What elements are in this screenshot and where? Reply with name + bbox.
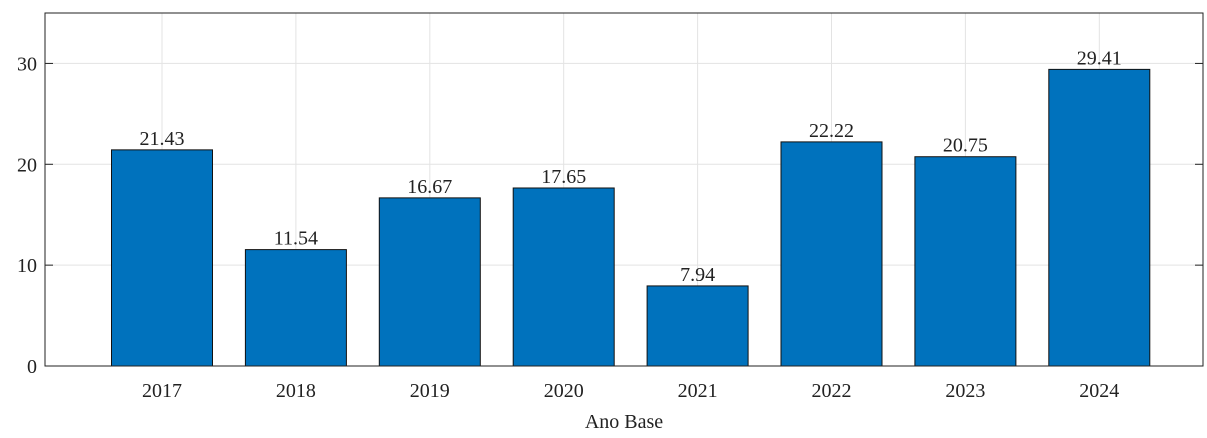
bar (1048, 68, 1151, 367)
value-label: 21.43 (140, 128, 185, 150)
x-tick-label: 2024 (1079, 380, 1119, 402)
bar (111, 149, 213, 367)
value-label: 16.67 (407, 176, 452, 198)
value-label: 17.65 (541, 166, 586, 188)
x-tick-label: 2021 (678, 380, 718, 402)
bar (512, 187, 615, 367)
bar (244, 249, 347, 367)
y-tick-label: 10 (17, 255, 37, 277)
bar (914, 156, 1017, 367)
value-label: 11.54 (274, 228, 318, 250)
x-tick-label: 2018 (276, 380, 316, 402)
x-tick-label: 2023 (945, 380, 985, 402)
value-label: 20.75 (943, 135, 988, 157)
x-tick-label: 2017 (142, 380, 182, 402)
plot-frame (44, 12, 1204, 367)
y-tick-label: 30 (17, 53, 37, 75)
bar (780, 141, 883, 367)
x-tick-label: 2022 (812, 380, 852, 402)
value-label: 7.94 (680, 264, 715, 286)
x-axis-label: Ano Base (585, 411, 663, 433)
y-tick-label: 20 (17, 154, 37, 176)
x-tick-label: 2019 (410, 380, 450, 402)
value-label: 29.41 (1077, 47, 1122, 69)
y-tick-label: 0 (27, 356, 37, 378)
value-label: 22.22 (809, 120, 854, 142)
bar (378, 197, 481, 367)
x-tick-label: 2020 (544, 380, 584, 402)
bar (646, 285, 749, 367)
